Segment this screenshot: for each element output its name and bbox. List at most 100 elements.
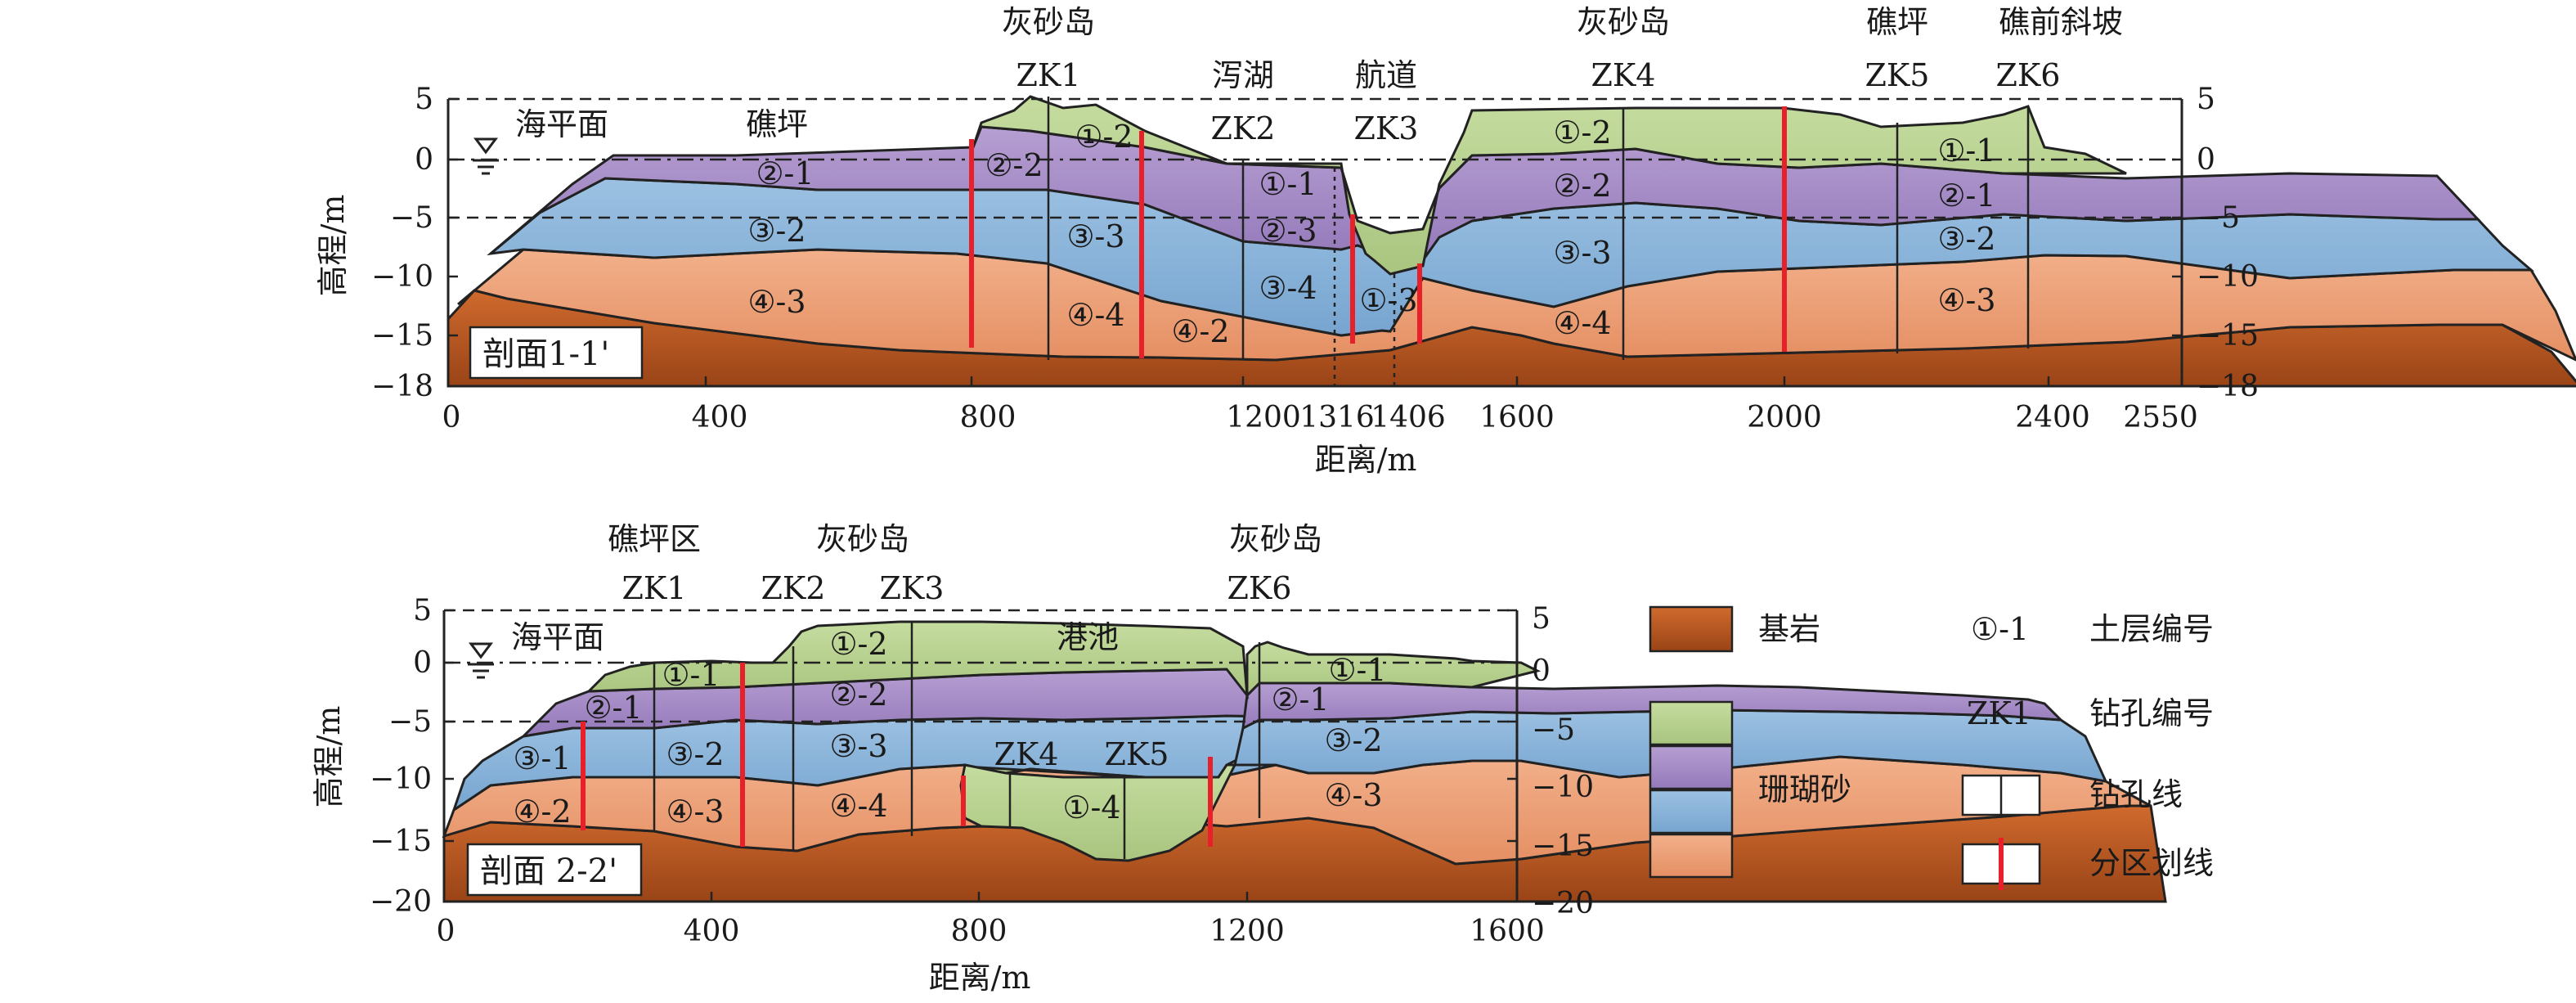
s1-borehole: ZK5 — [1865, 57, 1930, 93]
s1-layer-label: ④-3 — [1937, 282, 1995, 318]
s1-ytick: 0 — [415, 143, 433, 177]
s2-layer-label: ③-3 — [829, 728, 887, 764]
s2-ytick: 5 — [413, 594, 432, 627]
legend-swatch-layer4 — [1649, 833, 1734, 879]
s2-xlabel: 距离/m — [929, 960, 1031, 996]
zone-lines — [969, 106, 1787, 358]
legend-borehole-code: 钻孔编号 — [2089, 695, 2214, 731]
legend-swatch-layer2 — [1649, 744, 1734, 790]
s1-layer-label: ④-4 — [1066, 297, 1124, 333]
s1-sea-level: 海平面 — [515, 106, 608, 142]
s1-ytick-right: −15 — [2197, 319, 2259, 353]
section-2-name: 剖面 2-2' — [480, 852, 617, 890]
s2-region: 灰砂岛 — [1229, 521, 1322, 557]
s1-region: 礁坪 — [746, 106, 808, 142]
s1-region: 航道 — [1355, 57, 1417, 93]
s2-xtick: 800 — [951, 915, 1008, 948]
s2-ytick-right: 0 — [1532, 654, 1551, 688]
s2-ytick-right: −10 — [1532, 771, 1594, 804]
s2-layer-label: ①-1 — [662, 657, 720, 693]
legend: 基岩 珊瑚砂 ①-1 土层编号 ZK1 钻孔编号 钻孔线 分区划线 — [1649, 605, 2214, 890]
s1-ytick: −10 — [371, 260, 433, 294]
s1-region: 灰砂岛 — [1577, 4, 1670, 40]
s2-ytick-right: −5 — [1532, 713, 1575, 747]
s1-layer-label: ③-3 — [1066, 218, 1124, 254]
s1-layer-label: ②-1 — [1937, 178, 1995, 214]
s1-layer-label: ①-1 — [1937, 133, 1995, 169]
s1-layer-label: ①-2 — [1553, 115, 1611, 151]
s2-region: 礁坪区 — [608, 521, 701, 557]
s1-region: 礁前斜坡 — [1999, 4, 2123, 40]
layer-1 — [972, 95, 2127, 276]
s1-xtick: 0 — [442, 401, 461, 434]
s1-borehole: ZK3 — [1354, 110, 1419, 146]
s1-layer-label: ①-3 — [1359, 282, 1417, 318]
s1-layer-label: ③-2 — [747, 213, 806, 249]
s1-borehole: ZK6 — [1996, 57, 2061, 93]
s1-xtick: 1316 — [1299, 401, 1375, 434]
s2-layer-label: ④-4 — [829, 788, 887, 824]
s1-xtick: 1200 — [1226, 401, 1301, 434]
s1-layer-label: ③-3 — [1553, 235, 1611, 271]
s1-layer-label: ②-1 — [756, 155, 814, 191]
s2-ytick: 0 — [413, 646, 432, 680]
s1-layer-label: ④-4 — [1553, 305, 1611, 341]
s2-ytick-right: −15 — [1532, 830, 1594, 863]
s1-xlabel: 距离/m — [1315, 442, 1417, 478]
s1-layer-label: ④-3 — [747, 284, 806, 320]
s2-region: 港池 — [1057, 619, 1119, 655]
legend-layer-code: 土层编号 — [2089, 611, 2214, 647]
s2-borehole: ZK3 — [880, 570, 945, 606]
s1-ylabel: 高程/m — [315, 195, 351, 297]
legend-bedrock: 基岩 — [1758, 611, 1820, 647]
s2-borehole: ZK4 — [994, 736, 1059, 772]
s2-layer-label: ④-2 — [513, 794, 571, 830]
s1-layer-label: ③-4 — [1259, 270, 1317, 306]
s2-borehole: ZK2 — [761, 570, 826, 606]
s2-ytick: −10 — [370, 762, 432, 796]
legend-swatch-bedrock — [1649, 605, 1734, 653]
legend-coral-sand: 珊瑚砂 — [1758, 771, 1851, 807]
s2-borehole: ZK5 — [1105, 736, 1169, 772]
s1-layer-label: ①-2 — [1075, 119, 1133, 155]
section-2: 剖面 2-2' 5 0 −5 −10 −15 −20 5 0 −5 −10 −1… — [311, 521, 2167, 996]
legend-swatch-layer1 — [1649, 700, 1734, 746]
s2-ytick: −15 — [370, 825, 432, 858]
s2-layer-label: ②-1 — [1271, 681, 1329, 717]
s2-layer-label: ①-2 — [829, 626, 887, 662]
s1-region: 礁坪 — [1866, 4, 1928, 40]
layer-1 — [586, 620, 1249, 699]
s1-borehole: ZK2 — [1211, 110, 1276, 146]
s1-region: 泻湖 — [1212, 57, 1274, 93]
legend-layer-code-symbol: ①-1 — [1971, 611, 2029, 647]
s2-xtick: 400 — [684, 915, 740, 948]
s1-layer-label: ②-2 — [1553, 168, 1611, 204]
s1-xtick: 800 — [960, 401, 1016, 434]
layer-1-4 — [959, 763, 1237, 862]
s1-ytick-right: −5 — [2197, 201, 2240, 235]
layer-1-island — [1245, 641, 1542, 699]
s2-layer-label: ③-2 — [1324, 722, 1382, 758]
s2-ylabel: 高程/m — [311, 706, 347, 808]
s2-layer-label: ②-2 — [829, 677, 887, 713]
s1-ytick-right: −18 — [2197, 370, 2259, 403]
s2-layer-label: ②-1 — [584, 690, 642, 726]
s1-borehole: ZK1 — [1016, 57, 1081, 93]
legend-borehole-line: 钻孔线 — [2089, 776, 2183, 812]
s2-borehole: ZK6 — [1227, 570, 1292, 606]
legend-borehole-symbol: ZK1 — [1967, 695, 2031, 731]
s1-ytick: 5 — [415, 83, 433, 116]
s2-xtick: 1600 — [1470, 915, 1545, 948]
s1-ytick: −15 — [371, 319, 433, 353]
section-1-name: 剖面1-1' — [482, 335, 609, 373]
s1-ytick: −5 — [390, 201, 433, 235]
s1-xtick: 1600 — [1479, 401, 1555, 434]
water-level-icon — [473, 137, 499, 175]
s1-ytick-right: −10 — [2197, 260, 2259, 294]
s1-ytick-right: 5 — [2197, 83, 2215, 116]
s2-sea-level: 海平面 — [511, 619, 604, 655]
s1-layer-label: ②-3 — [1259, 213, 1317, 249]
s2-layer-label: ④-3 — [666, 794, 724, 830]
s2-layer-label: ①-1 — [1328, 652, 1386, 688]
